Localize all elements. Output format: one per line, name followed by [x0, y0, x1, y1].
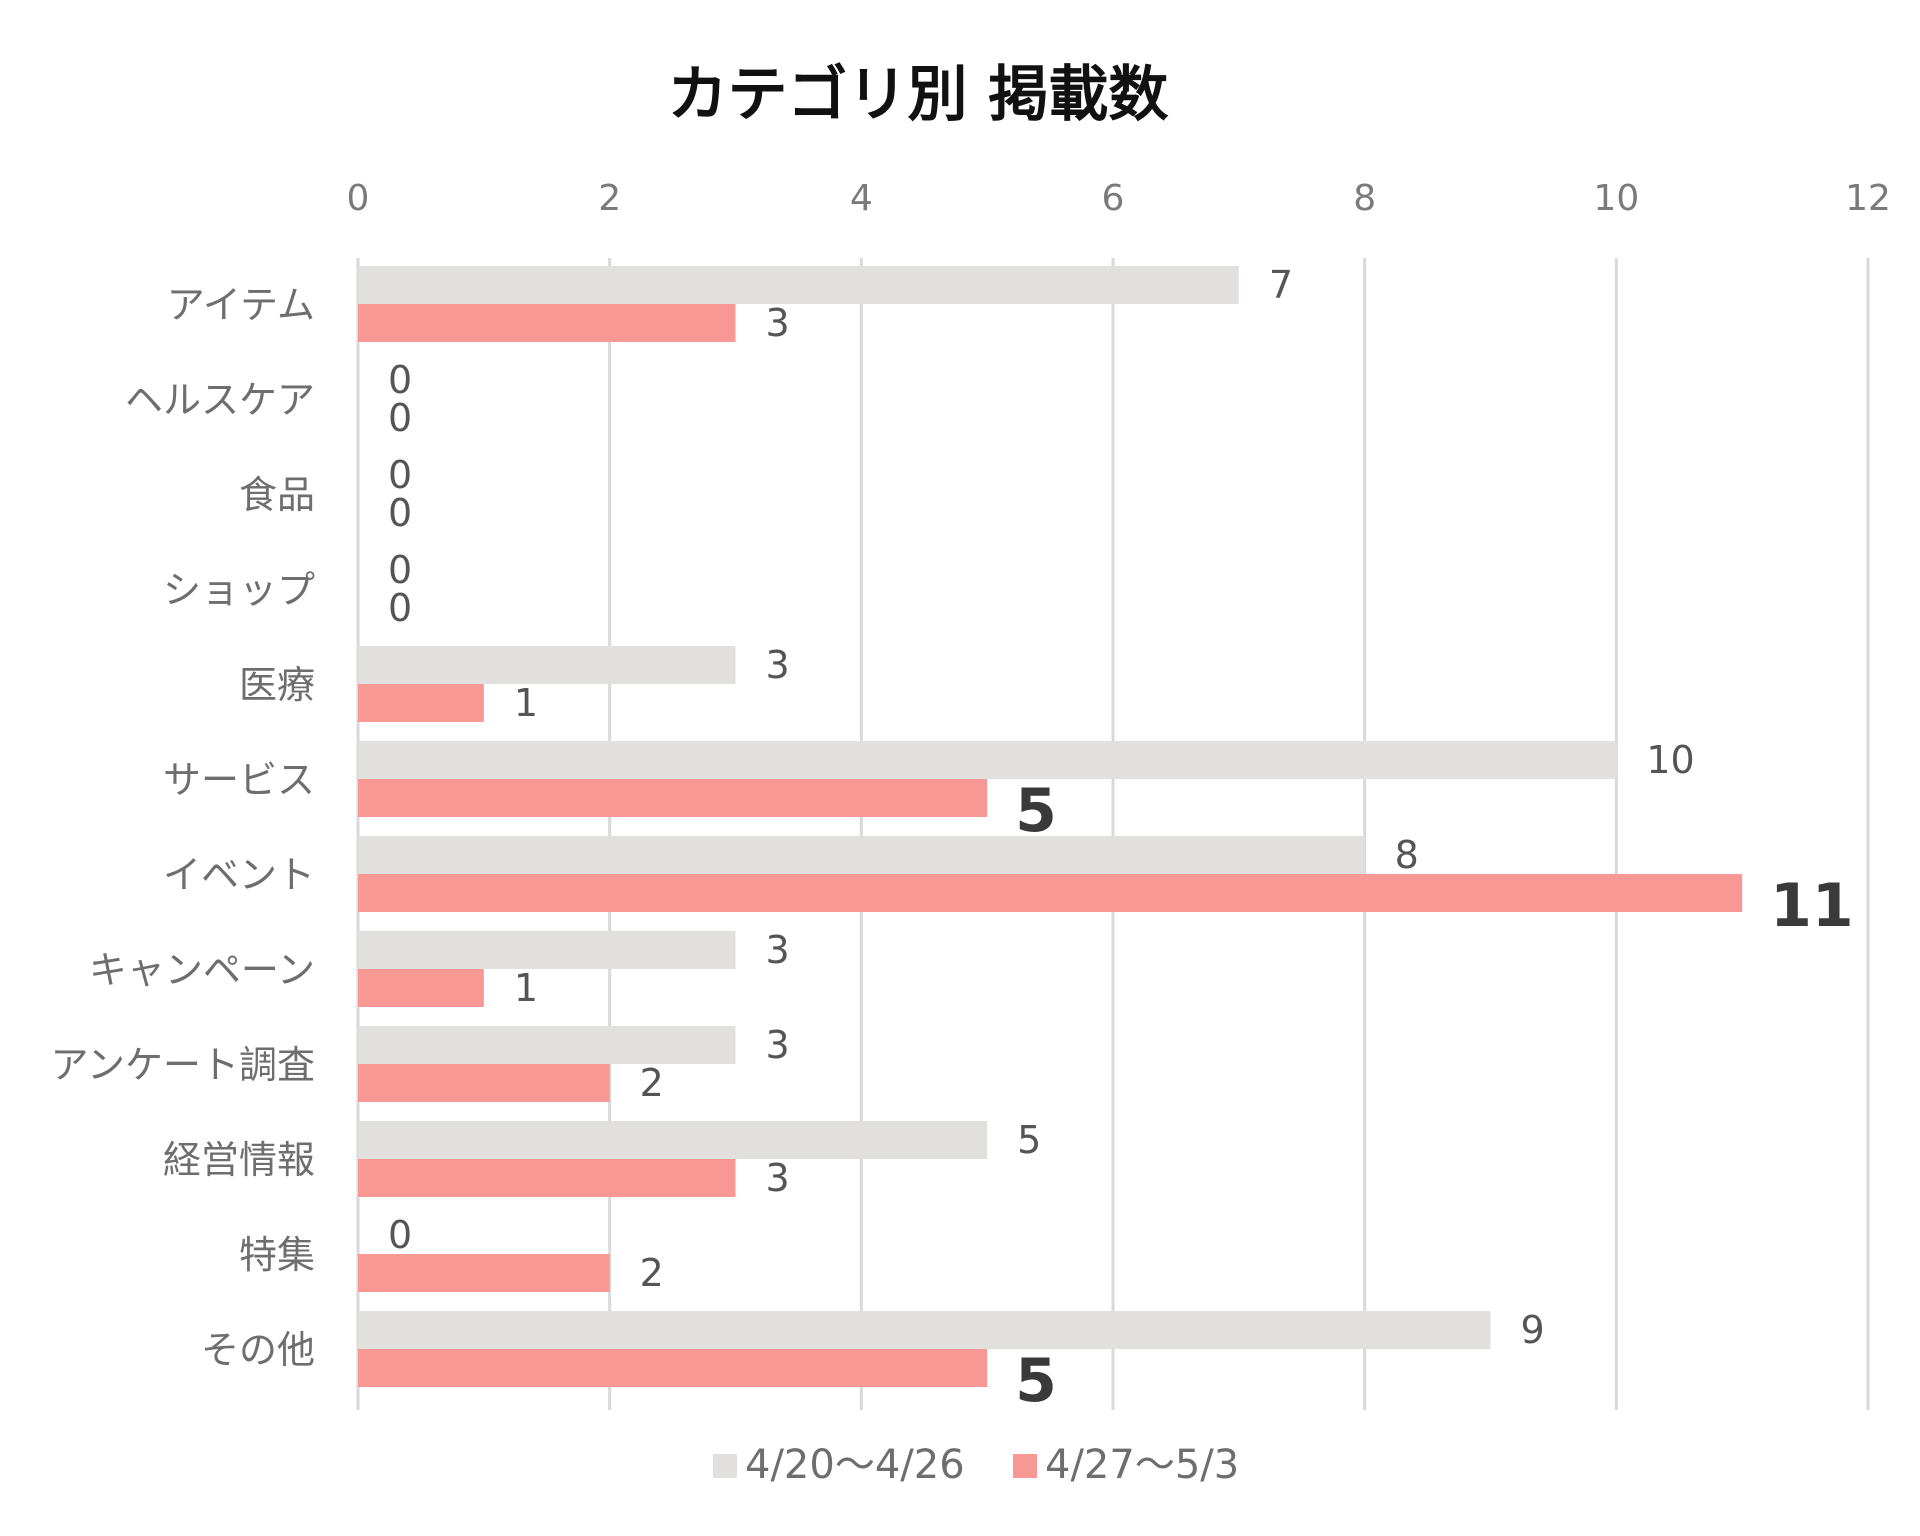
legend-swatch: [713, 1454, 737, 1478]
legend-item[interactable]: 4/20〜4/26: [713, 1442, 965, 1488]
data-label: 8: [1395, 833, 1419, 877]
data-label: 7: [1269, 263, 1293, 307]
bar[interactable]: [358, 874, 1743, 912]
data-label: 1: [514, 966, 538, 1010]
data-label: 5: [1015, 1346, 1057, 1416]
bar[interactable]: [358, 1349, 988, 1387]
category-labels: アイテムヘルスケア食品ショップ医療サービスイベントキャンペーンアンケート調査経営…: [51, 283, 315, 1372]
x-tick-label: 12: [1845, 178, 1891, 219]
x-tick-label: 2: [598, 178, 621, 219]
data-label: 0: [388, 396, 412, 440]
data-label: 3: [766, 1023, 790, 1067]
legend-swatch: [1013, 1454, 1037, 1478]
data-label: 0: [388, 358, 412, 402]
bar[interactable]: [358, 1064, 610, 1102]
x-tick-label: 8: [1353, 178, 1376, 219]
legend-label: 4/27〜5/3: [1045, 1442, 1239, 1488]
bar[interactable]: [358, 646, 736, 684]
data-label: 10: [1646, 738, 1694, 782]
data-label: 2: [640, 1061, 664, 1105]
bar[interactable]: [358, 779, 988, 817]
category-label: 経営情報: [163, 1138, 315, 1182]
data-label: 9: [1521, 1308, 1545, 1352]
category-label: その他: [201, 1328, 315, 1372]
bar[interactable]: [358, 266, 1239, 304]
category-label: 医療: [239, 663, 315, 707]
legend-item[interactable]: 4/27〜5/3: [1013, 1442, 1239, 1488]
gridlines: [356, 258, 1870, 1410]
bar[interactable]: [358, 931, 736, 969]
category-label: 特集: [239, 1233, 315, 1277]
data-label: 5: [1017, 1118, 1041, 1162]
bar[interactable]: [358, 969, 484, 1007]
bar[interactable]: [358, 1311, 1491, 1349]
bar[interactable]: [358, 836, 1365, 874]
data-label: 0: [388, 1213, 412, 1257]
category-label: イベント: [163, 853, 315, 897]
data-label: 3: [766, 928, 790, 972]
x-tick-label: 4: [850, 178, 873, 219]
bar[interactable]: [358, 304, 736, 342]
legend-label: 4/20〜4/26: [745, 1442, 965, 1488]
category-label: アンケート調査: [51, 1043, 315, 1087]
data-label: 3: [766, 301, 790, 345]
data-label: 11: [1770, 871, 1854, 941]
bar[interactable]: [358, 1121, 988, 1159]
bar[interactable]: [358, 1026, 736, 1064]
bar[interactable]: [358, 1254, 610, 1292]
data-label: 0: [388, 548, 412, 592]
category-label: アイテム: [167, 283, 315, 327]
bar[interactable]: [358, 684, 484, 722]
data-label: 2: [640, 1251, 664, 1295]
category-label: ショップ: [163, 568, 315, 612]
category-label: サービス: [163, 758, 315, 802]
data-label: 1: [514, 681, 538, 725]
data-label: 5: [1015, 776, 1057, 846]
legend[interactable]: 4/20〜4/26 4/27〜5/3: [713, 1442, 1239, 1488]
bar[interactable]: [358, 741, 1617, 779]
data-label: 3: [766, 643, 790, 687]
bar[interactable]: [358, 1159, 736, 1197]
x-tick-label: 6: [1102, 178, 1125, 219]
category-label: ヘルスケア: [125, 378, 315, 422]
data-label: 3: [766, 1156, 790, 1200]
data-label: 0: [388, 453, 412, 497]
x-tick-label: 0: [347, 178, 370, 219]
x-axis-ticks: 0 2 4 6 8 10 12: [347, 178, 1891, 219]
chart-title: カテゴリ別 掲載数: [668, 60, 1169, 130]
data-label: 0: [388, 491, 412, 535]
data-label: 0: [388, 586, 412, 630]
category-label: 食品: [239, 473, 315, 517]
bars: [358, 266, 1743, 1387]
x-tick-label: 10: [1593, 178, 1639, 219]
category-label: キャンペーン: [89, 948, 315, 992]
